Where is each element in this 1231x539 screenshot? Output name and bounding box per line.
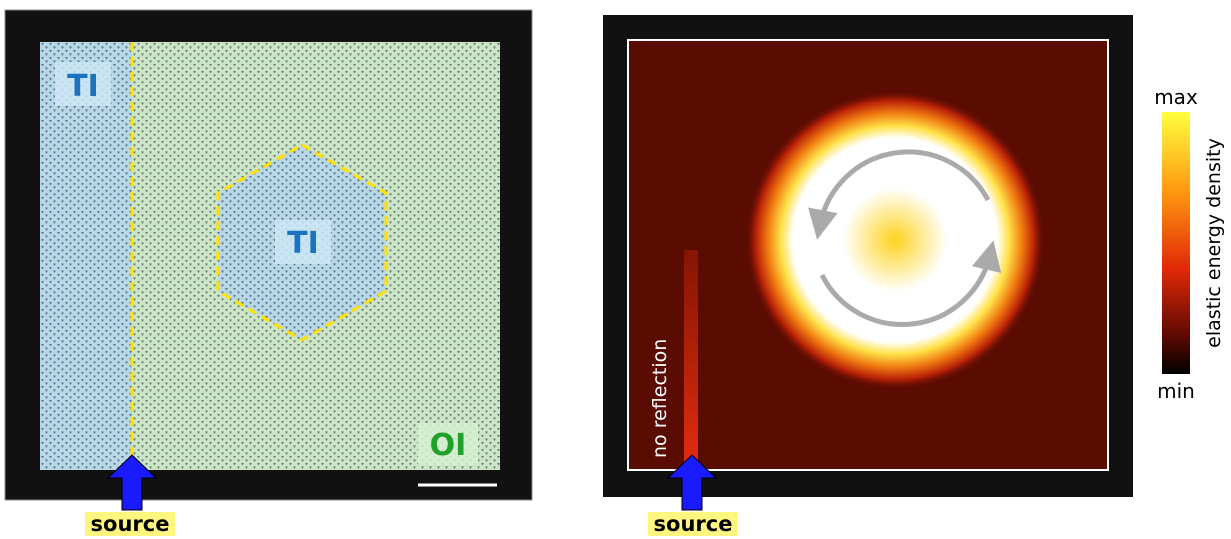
colorbar-max: max (1154, 85, 1198, 109)
colorbar-label: elastic energy density (1203, 138, 1225, 348)
colorbar-min: min (1157, 379, 1195, 403)
right-panel: no reflection source (603, 15, 1133, 536)
edge-wave (684, 250, 698, 468)
colorbar: max min elastic energy density (1154, 85, 1225, 403)
source-label: source (91, 512, 170, 536)
ring-field (745, 90, 1045, 390)
lattice (40, 42, 500, 470)
source-label: source (654, 512, 733, 536)
label-ti: TI (67, 69, 99, 104)
colorbar-gradient (1162, 112, 1190, 374)
annotation: no reflection (649, 339, 671, 458)
label-oi: OI (430, 428, 467, 463)
page: TI TI OI source no reflection source max… (0, 0, 1231, 539)
left-panel: TI TI OI source (5, 10, 532, 536)
figure: TI TI OI source no reflection source max… (0, 0, 1231, 539)
label-ti: TI (287, 226, 319, 261)
